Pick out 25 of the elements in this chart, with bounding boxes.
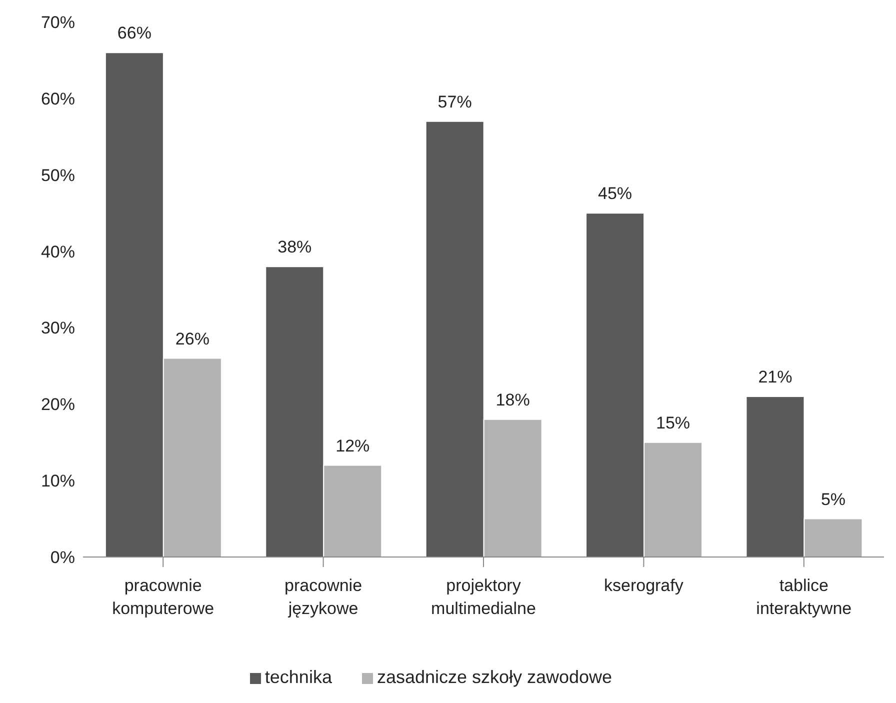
data-label: 21% — [758, 368, 792, 386]
legend-label: technika — [264, 667, 332, 687]
y-tick-label: 10% — [40, 472, 75, 491]
data-label: 18% — [496, 390, 530, 410]
data-label: 26% — [175, 329, 210, 348]
y-tick-label: 0% — [50, 548, 75, 568]
legend-label: zasadnicze szkoły zawodowe — [376, 667, 612, 687]
x-tick-label: kserografy — [604, 576, 684, 595]
y-tick-label: 50% — [40, 166, 75, 185]
data-label: 5% — [820, 490, 846, 509]
data-label: 57% — [438, 92, 472, 112]
y-tick-label: 30% — [40, 318, 75, 338]
data-label: 38% — [278, 238, 312, 257]
y-tick-label: 60% — [40, 89, 75, 108]
y-tick-label: 40% — [40, 242, 75, 262]
data-label: 66% — [117, 24, 152, 43]
y-tick-label: 70% — [40, 13, 75, 32]
y-tick-label: 20% — [40, 395, 75, 414]
data-label: 45% — [598, 184, 632, 204]
x-tick-label: projektory multimedialne — [431, 576, 536, 618]
x-tick-label: pracownie komputerowe — [112, 576, 214, 618]
data-label: 12% — [336, 436, 370, 456]
x-tick-label: pracownie językowe — [284, 576, 362, 618]
data-label: 15% — [656, 413, 690, 432]
x-tick-label: tablice interaktywne — [756, 576, 852, 618]
